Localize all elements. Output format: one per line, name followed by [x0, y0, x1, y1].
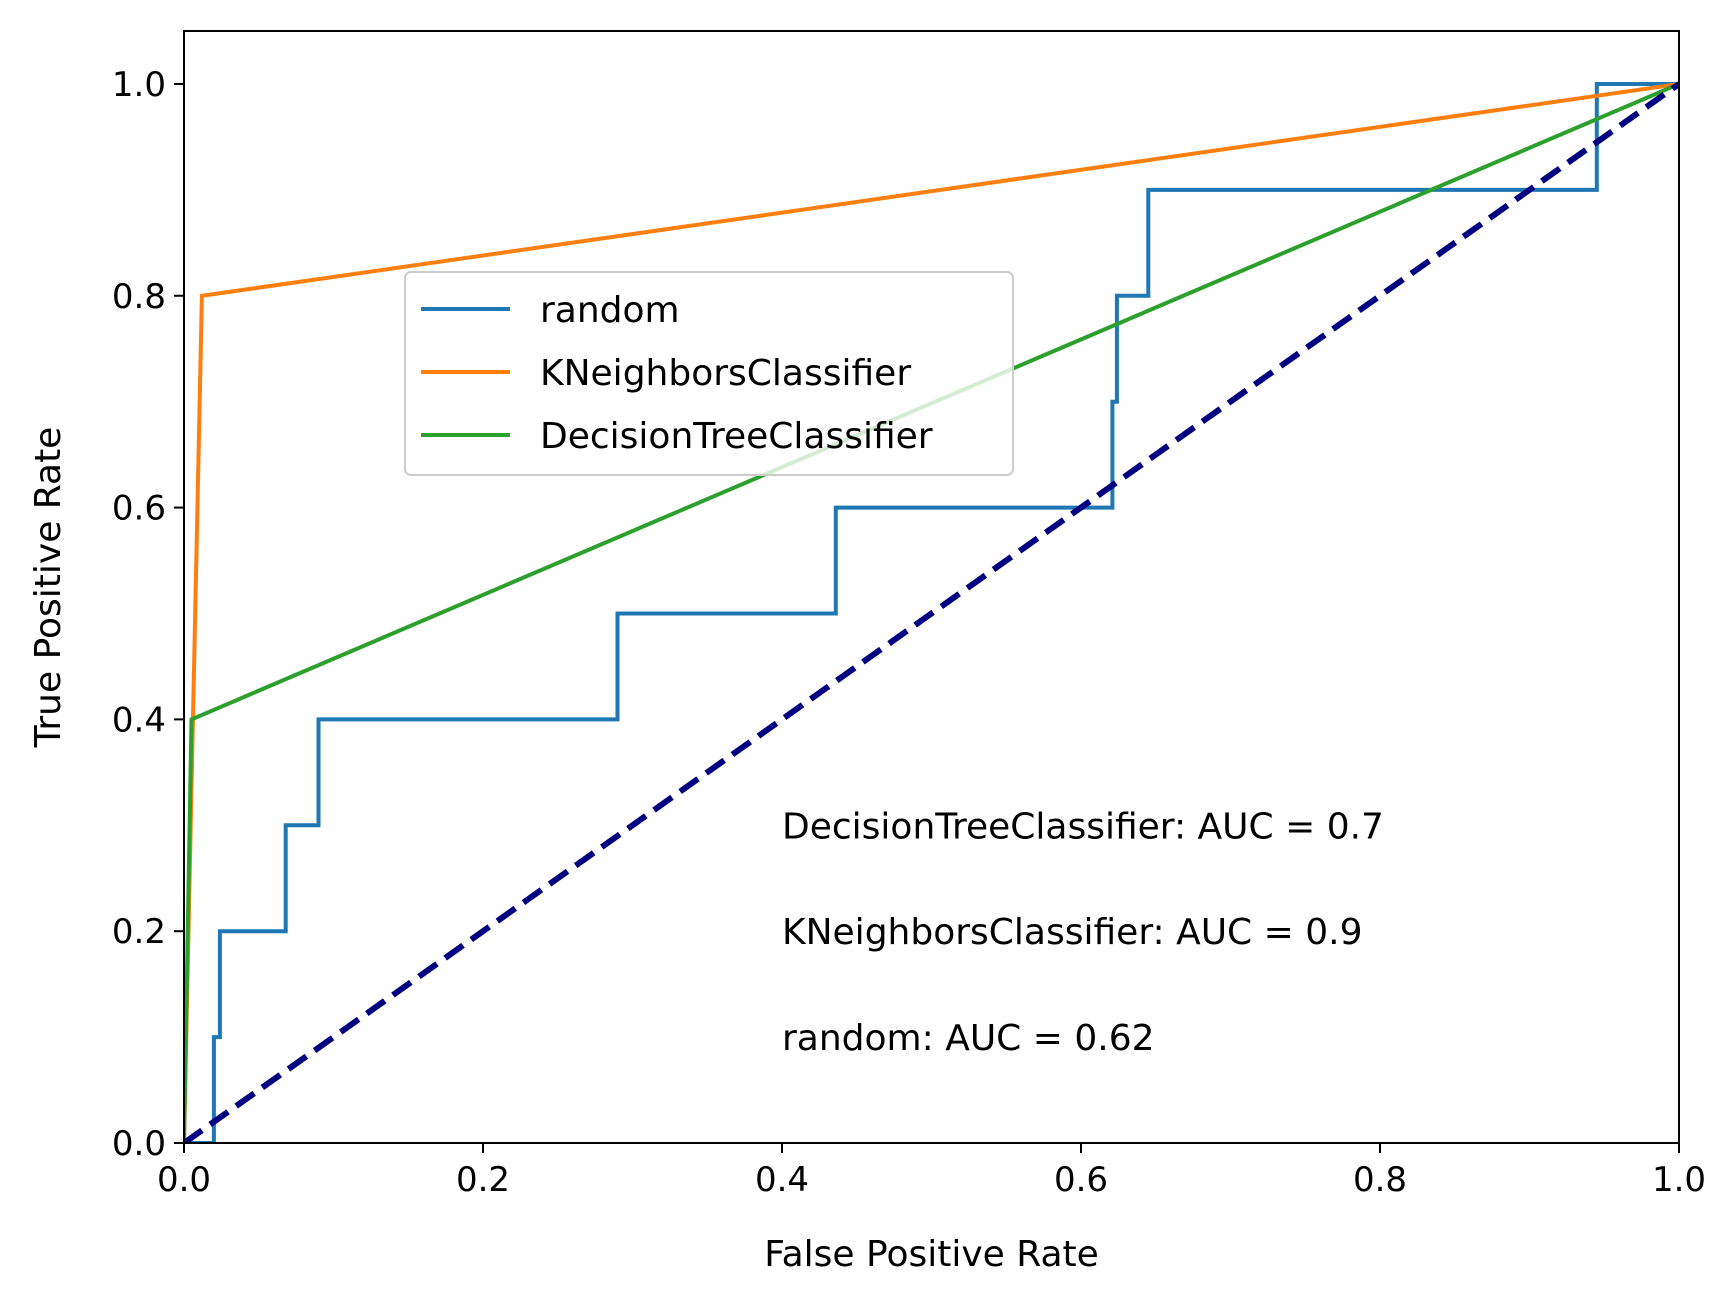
legend: random KNeighborsClassifier DecisionTreeCl… — [404, 271, 1014, 476]
y-tick-label: 0.0 — [112, 1124, 166, 1164]
series-line-random — [184, 82, 1679, 1143]
series-line-decision-tree-classifier — [184, 81, 1679, 1143]
plot-area — [184, 81, 1679, 1143]
x-tick-label: 0.8 — [1353, 1160, 1407, 1200]
auc-annotation: random: AUC = 0.62 — [782, 1018, 1155, 1059]
legend-label-decision-tree-classifier: DecisionTreeClassifier — [540, 416, 933, 457]
x-tick-label: 1.0 — [1652, 1160, 1706, 1200]
x-axis-label: False Positive Rate — [764, 1234, 1099, 1275]
y-tick-label: 0.4 — [112, 700, 166, 740]
axes: 0.0 0.2 0.4 0.6 0.8 1.0 0.0 0.2 0.4 0.6 0.8 1.0 Fals… — [28, 30, 1706, 1275]
x-tick-label: 0.6 — [1054, 1160, 1108, 1200]
y-tick-label: 1.0 — [112, 65, 166, 105]
x-tick-label: 0.2 — [456, 1160, 510, 1200]
y-axis-label: True Positive Rate — [28, 427, 69, 749]
x-tick-label: 0.4 — [755, 1160, 809, 1200]
axes-frame — [183, 30, 1680, 1144]
legend-label-kneighbors-classifier: KNeighborsClassifier — [540, 353, 911, 394]
y-tick-label: 0.8 — [112, 277, 166, 317]
auc-annotation: KNeighborsClassifier: AUC = 0.9 — [782, 912, 1362, 953]
auc-annotation: DecisionTreeClassifier: AUC = 0.7 — [782, 806, 1384, 847]
y-tick-label: 0.2 — [112, 912, 166, 952]
x-tick-label: 0.0 — [157, 1160, 211, 1200]
legend-box — [404, 271, 1014, 476]
reference-diagonal-line — [184, 81, 1679, 1143]
y-tick-label: 0.6 — [112, 489, 166, 529]
legend-label-random: random — [540, 290, 680, 331]
annotations: DecisionTreeClassifier: AUC = 0.7 KNeighb… — [782, 806, 1384, 1059]
